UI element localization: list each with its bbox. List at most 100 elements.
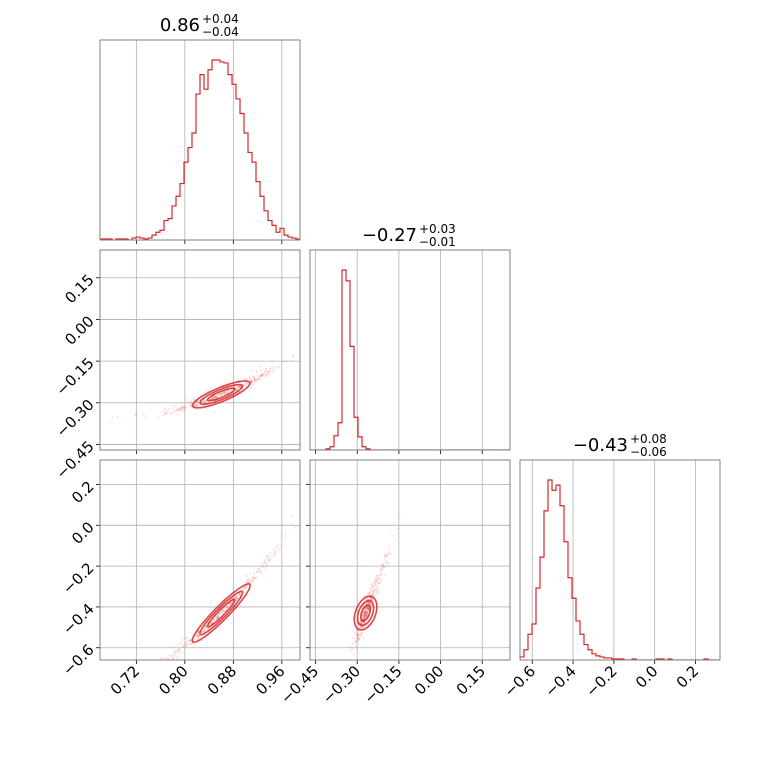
sample-point <box>372 594 375 597</box>
sample-point <box>337 325 339 327</box>
x-tick-label: 0.0 <box>632 662 662 692</box>
sample-point <box>269 367 272 370</box>
sample-point <box>250 387 253 390</box>
sample-point <box>165 661 167 663</box>
sample-point <box>368 602 372 605</box>
sample-point <box>243 384 246 387</box>
sample-point <box>203 399 206 402</box>
x-tick-label: 0.72 <box>107 662 143 698</box>
sample-point <box>361 627 364 630</box>
sample-point <box>364 615 367 618</box>
sample-point <box>215 395 218 398</box>
sample-point <box>382 564 385 567</box>
sample-point <box>228 602 232 605</box>
sample-point <box>352 637 355 640</box>
sample-point <box>176 643 179 646</box>
panels: −0.6 −0.4 −0.2 0.0 0.2−0.45−0.30−0.150.000.1… <box>52 39 721 707</box>
sample-point <box>389 552 392 556</box>
sample-point <box>363 613 367 616</box>
sample-point <box>228 372 231 376</box>
sample-point <box>144 415 147 418</box>
sample-point <box>373 590 376 593</box>
sample-point <box>374 585 377 588</box>
sample-point <box>237 385 240 388</box>
sample-point <box>180 402 184 406</box>
sample-point <box>171 657 175 660</box>
scatter-panel-0-1: −0.45−0.30−0.15 0.00 0.15 <box>52 249 339 483</box>
sample-point <box>376 588 379 591</box>
sample-point <box>362 615 366 619</box>
sample-point <box>248 378 251 381</box>
sample-point <box>242 383 245 386</box>
sample-point <box>375 576 378 579</box>
sample-point <box>261 373 264 376</box>
sample-point <box>173 650 176 653</box>
sample-point <box>364 609 367 612</box>
sample-point <box>239 593 242 596</box>
sample-point <box>210 622 213 625</box>
sample-point <box>203 629 206 632</box>
sample-point <box>367 607 370 610</box>
sample-point <box>195 633 199 636</box>
sample-point <box>173 650 177 653</box>
sample-point <box>372 582 375 586</box>
panel-border <box>309 459 511 661</box>
sample-point <box>197 400 200 403</box>
sample-point <box>382 565 385 568</box>
sample-point <box>216 615 219 618</box>
y-tick-label: −0.30 <box>52 396 97 441</box>
sample-point <box>176 407 180 410</box>
sample-point <box>266 370 269 373</box>
sample-point <box>156 416 160 419</box>
sample-point <box>182 409 185 412</box>
sample-point <box>363 613 367 616</box>
histogram-step-1 <box>310 269 510 450</box>
sample-point <box>186 400 189 403</box>
sample-point <box>269 369 272 372</box>
title-value-2: −0.43 <box>573 435 628 456</box>
sample-point <box>358 637 361 640</box>
histogram-series <box>520 479 720 660</box>
sample-point <box>382 566 385 569</box>
sample-point <box>398 514 401 517</box>
sample-point <box>149 671 151 673</box>
sample-point <box>163 664 165 666</box>
contour-level <box>206 387 236 402</box>
sample-point <box>352 653 356 656</box>
sample-point <box>217 614 220 618</box>
sample-point <box>266 554 269 557</box>
sample-point <box>196 637 199 640</box>
sample-point <box>235 596 238 599</box>
sample-point <box>202 630 205 633</box>
sample-point <box>250 380 253 384</box>
sample-point <box>362 616 366 620</box>
title-plus-2: +0.08 <box>630 432 667 446</box>
sample-point <box>152 661 154 663</box>
sample-point <box>215 618 218 621</box>
sample-point <box>374 577 377 580</box>
sample-point <box>261 562 264 565</box>
sample-point <box>365 606 368 609</box>
sample-point <box>367 607 370 610</box>
sample-point <box>186 636 189 640</box>
sample-point <box>371 597 374 601</box>
sample-point <box>180 409 184 412</box>
sample-point <box>210 397 213 401</box>
sample-point <box>293 526 296 529</box>
sample-point <box>108 420 112 423</box>
sample-point <box>362 614 366 617</box>
sample-point <box>250 382 253 385</box>
sample-point <box>363 616 366 620</box>
y-tick-label: 0.0 <box>68 518 98 548</box>
sample-point <box>163 408 166 411</box>
sample-point <box>259 374 262 377</box>
x-tick-label: −0.4 <box>541 662 579 700</box>
sample-point <box>174 403 177 406</box>
sample-point <box>250 370 253 373</box>
sample-point <box>219 392 223 395</box>
sample-point <box>381 563 384 566</box>
sample-point <box>370 589 373 592</box>
sample-point <box>226 605 229 608</box>
sample-point <box>177 408 180 411</box>
sample-point <box>172 654 176 657</box>
